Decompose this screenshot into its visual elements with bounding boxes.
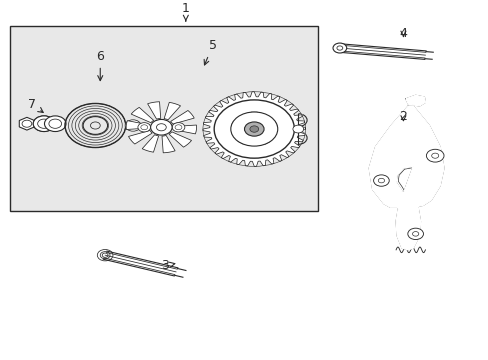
Text: 6: 6 bbox=[96, 50, 104, 81]
Polygon shape bbox=[258, 134, 270, 144]
Polygon shape bbox=[131, 107, 153, 123]
Polygon shape bbox=[231, 122, 245, 128]
Circle shape bbox=[138, 123, 150, 132]
Polygon shape bbox=[169, 132, 191, 147]
Text: 4: 4 bbox=[399, 27, 407, 40]
Polygon shape bbox=[263, 122, 277, 128]
Circle shape bbox=[426, 149, 443, 162]
Polygon shape bbox=[368, 106, 443, 250]
Polygon shape bbox=[128, 130, 152, 144]
Circle shape bbox=[44, 116, 66, 131]
Circle shape bbox=[150, 120, 172, 135]
Polygon shape bbox=[147, 102, 161, 119]
Polygon shape bbox=[142, 135, 158, 152]
Circle shape bbox=[292, 125, 303, 133]
Text: 1: 1 bbox=[182, 3, 189, 21]
Polygon shape bbox=[250, 112, 257, 122]
Circle shape bbox=[249, 126, 258, 132]
Circle shape bbox=[214, 100, 294, 158]
Text: 2: 2 bbox=[399, 110, 407, 123]
Circle shape bbox=[244, 122, 264, 136]
Polygon shape bbox=[162, 135, 175, 153]
Polygon shape bbox=[173, 125, 196, 134]
Polygon shape bbox=[203, 92, 305, 166]
Polygon shape bbox=[19, 117, 35, 130]
Circle shape bbox=[125, 120, 141, 131]
Circle shape bbox=[332, 43, 346, 53]
Bar bbox=[10, 26, 317, 211]
Polygon shape bbox=[126, 121, 149, 130]
Polygon shape bbox=[405, 95, 425, 106]
Circle shape bbox=[33, 116, 55, 131]
Text: 5: 5 bbox=[203, 39, 216, 65]
Circle shape bbox=[128, 122, 137, 129]
Polygon shape bbox=[164, 102, 180, 120]
Circle shape bbox=[33, 116, 55, 131]
Circle shape bbox=[172, 123, 184, 132]
Text: 3: 3 bbox=[161, 259, 175, 273]
Circle shape bbox=[373, 175, 388, 186]
Circle shape bbox=[407, 228, 423, 239]
Text: 7: 7 bbox=[28, 98, 43, 112]
Circle shape bbox=[230, 112, 277, 146]
Polygon shape bbox=[170, 111, 194, 124]
Circle shape bbox=[411, 96, 423, 105]
Polygon shape bbox=[238, 134, 249, 144]
